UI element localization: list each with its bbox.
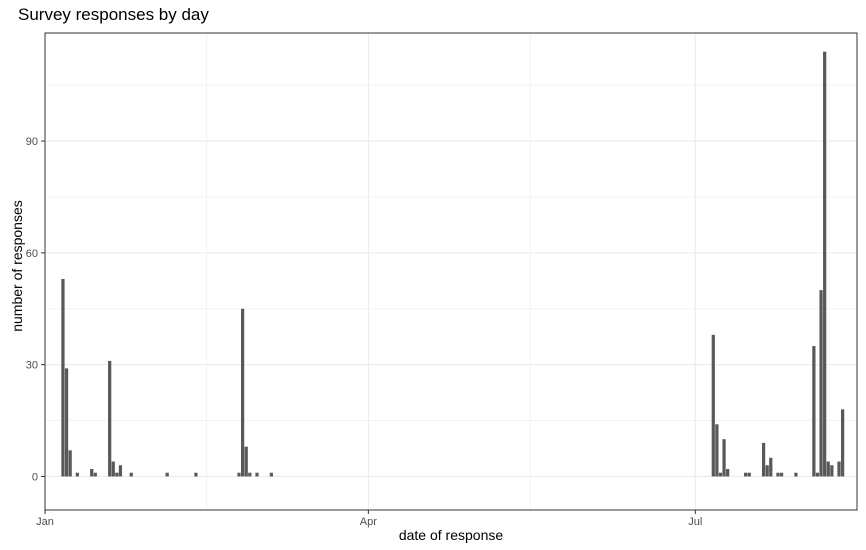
y-tick-label: 30: [26, 360, 38, 372]
bar: [744, 472, 748, 477]
bar: [90, 469, 94, 477]
bar: [244, 446, 248, 477]
bar: [194, 472, 198, 477]
bar: [830, 465, 834, 477]
bar: [248, 472, 252, 477]
chart-title: Survey responses by day: [18, 5, 209, 24]
bar: [165, 472, 169, 477]
bar: [826, 461, 830, 477]
bar: [711, 334, 715, 477]
x-axis-label: date of response: [398, 527, 504, 543]
y-tick-label: 0: [32, 471, 38, 483]
x-tick-label: Jan: [36, 516, 54, 528]
bar: [819, 290, 823, 477]
bar-group: [61, 51, 845, 477]
y-tick-label: 90: [26, 136, 38, 148]
bar: [269, 472, 273, 477]
bar: [129, 472, 133, 477]
bar: [93, 472, 97, 477]
bar: [255, 472, 259, 477]
bar: [64, 368, 69, 477]
grid-lines: [44, 33, 857, 510]
bar: [111, 461, 115, 477]
panel-border: [44, 32, 858, 511]
bar: [108, 360, 112, 477]
bar: [765, 465, 769, 477]
bar: [237, 472, 241, 477]
bar: [761, 442, 766, 477]
bar: [747, 472, 751, 477]
bar: [794, 472, 798, 477]
y-tick-label: 60: [26, 248, 38, 260]
bar: [726, 469, 730, 477]
bar: [61, 278, 65, 477]
bar: [75, 472, 79, 477]
x-tick-label: Apr: [360, 516, 377, 528]
bar: [823, 51, 827, 477]
bar: [812, 346, 816, 477]
axis-ticks: 0 30 60 90 Jan Apr Jul: [26, 136, 703, 528]
bar: [115, 472, 119, 477]
bar: [841, 409, 845, 477]
bar: [722, 439, 726, 477]
bar: [240, 308, 245, 477]
bar: [837, 461, 841, 477]
bar: [769, 457, 773, 477]
bar: [68, 450, 72, 477]
bar: [779, 472, 784, 477]
bar: [815, 472, 820, 477]
bar: [715, 424, 719, 477]
bar: [118, 465, 123, 477]
bar: [776, 472, 780, 477]
x-tick-label: Jul: [688, 516, 702, 528]
bar: [718, 472, 723, 477]
